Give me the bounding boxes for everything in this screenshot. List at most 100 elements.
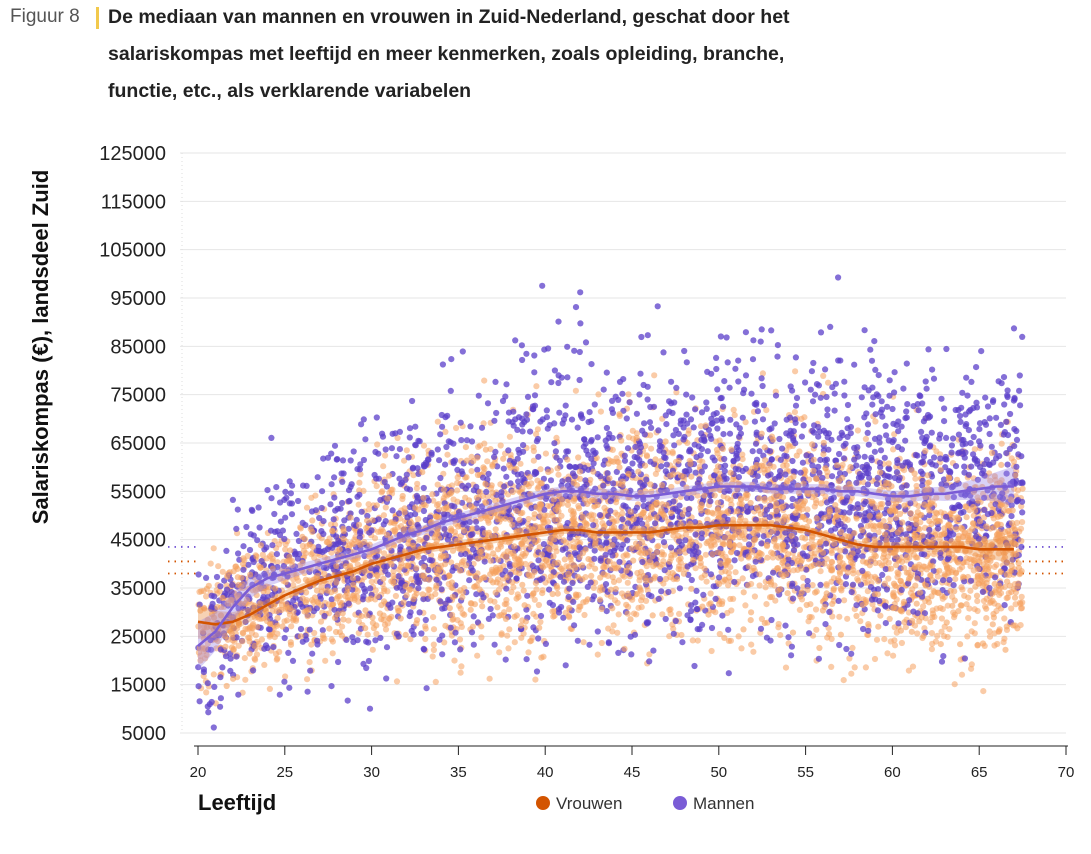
vrouwen-point (505, 645, 512, 652)
mannen-point (562, 412, 569, 419)
mannen-point (868, 457, 875, 464)
mannen-point (895, 428, 902, 435)
mannen-point (843, 645, 850, 653)
mannen-point (1000, 374, 1008, 381)
mannen-point (327, 501, 334, 508)
mannen-point (865, 627, 872, 634)
vrouwen-point (456, 636, 464, 643)
mannen-point (793, 394, 801, 402)
vrouwen-point (920, 603, 927, 610)
mannen-point (676, 585, 684, 592)
mannen-point (531, 468, 539, 476)
mannen-point (626, 399, 633, 406)
vrouwen-point (354, 588, 361, 595)
mannen-point (691, 662, 698, 670)
mannen-point (753, 399, 760, 406)
vrouwen-point (374, 441, 381, 448)
mannen-point (586, 641, 593, 648)
mannen-point (556, 457, 564, 464)
vrouwen-point (581, 611, 588, 619)
vrouwen-point (905, 667, 913, 674)
mannen-point (981, 506, 988, 513)
vrouwen-point (974, 598, 981, 605)
vrouwen-point (213, 587, 220, 594)
mannen-point (727, 416, 734, 423)
mannen-point (619, 516, 626, 523)
mannen-point (789, 457, 796, 465)
vrouwen-point (915, 503, 922, 510)
mannen-point (958, 436, 965, 443)
mannen-point (849, 504, 856, 512)
mannen-point (268, 434, 275, 441)
vrouwen-point (503, 600, 510, 608)
vrouwen-point (506, 626, 513, 633)
mannen-point (519, 356, 526, 364)
vrouwen-point (373, 483, 380, 490)
mannen-point (320, 518, 327, 525)
mannen-point (826, 608, 833, 616)
vrouwen-point (804, 506, 811, 513)
mannen-point (1018, 453, 1025, 460)
mannen-point (788, 652, 795, 659)
mannen-point (753, 456, 761, 463)
mannen-point (475, 392, 482, 399)
mannen-point (938, 395, 945, 402)
mannen-point (874, 607, 882, 614)
vrouwen-point (501, 609, 508, 616)
mannen-point (961, 463, 968, 470)
mannen-point (196, 698, 203, 705)
vrouwen-point (290, 582, 297, 589)
mannen-point (749, 356, 757, 363)
mannen-point (882, 603, 889, 610)
vrouwen-point (598, 639, 605, 647)
mannen-point (871, 338, 878, 345)
mannen-point (898, 446, 906, 453)
mannen-point (605, 639, 612, 646)
vrouwen-point (356, 479, 363, 486)
mannen-point (217, 583, 224, 590)
vrouwen-point (504, 632, 511, 639)
mannen-point (321, 612, 328, 620)
mannen-point (662, 615, 669, 623)
mannen-point (466, 577, 473, 584)
mannen-point (964, 392, 971, 399)
vrouwen-point (572, 387, 580, 394)
mannen-point (809, 427, 816, 434)
mannen-point (535, 635, 542, 642)
mannen-point (204, 680, 211, 687)
mannen-point (309, 650, 316, 657)
mannen-point (547, 477, 555, 484)
mannen-point (552, 448, 560, 455)
mannen-point (767, 637, 774, 644)
mannen-point (698, 446, 706, 453)
vrouwen-point (266, 685, 273, 693)
vrouwen-point (241, 655, 248, 662)
vrouwen-point (934, 632, 941, 640)
vrouwen-point (1012, 601, 1019, 608)
vrouwen-point (525, 515, 532, 523)
mannen-point (842, 581, 850, 588)
mannen-point (723, 334, 730, 341)
vrouwen-point (210, 671, 217, 678)
mannen-point (633, 410, 641, 417)
mannen-point (950, 582, 957, 589)
mannen-point (436, 457, 443, 464)
vrouwen-point (415, 516, 422, 523)
scatter-points (195, 274, 1026, 731)
vrouwen-point (600, 564, 607, 571)
mannen-point (423, 685, 430, 692)
mannen-point (873, 480, 881, 488)
vrouwen-point (533, 431, 540, 438)
mannen-point (574, 424, 581, 431)
mannen-point (829, 384, 836, 391)
mannen-point (420, 484, 427, 492)
mannen-point (418, 630, 425, 637)
mannen-point (835, 597, 842, 605)
mannen-point (566, 585, 573, 592)
vrouwen-point (614, 599, 621, 607)
mannen-point (663, 421, 670, 428)
vrouwen-point (474, 652, 481, 659)
mannen-point (629, 460, 636, 467)
mannen-point (387, 604, 394, 611)
vrouwen-point (430, 497, 437, 504)
